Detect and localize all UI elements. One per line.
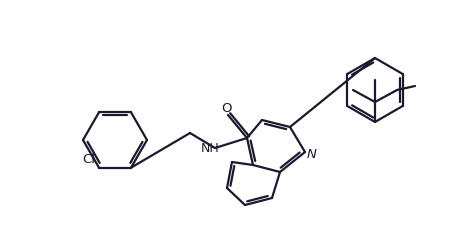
Text: NH: NH [200, 142, 219, 155]
Text: O: O [221, 102, 232, 115]
Text: Cl: Cl [82, 153, 95, 166]
Text: N: N [307, 148, 316, 161]
